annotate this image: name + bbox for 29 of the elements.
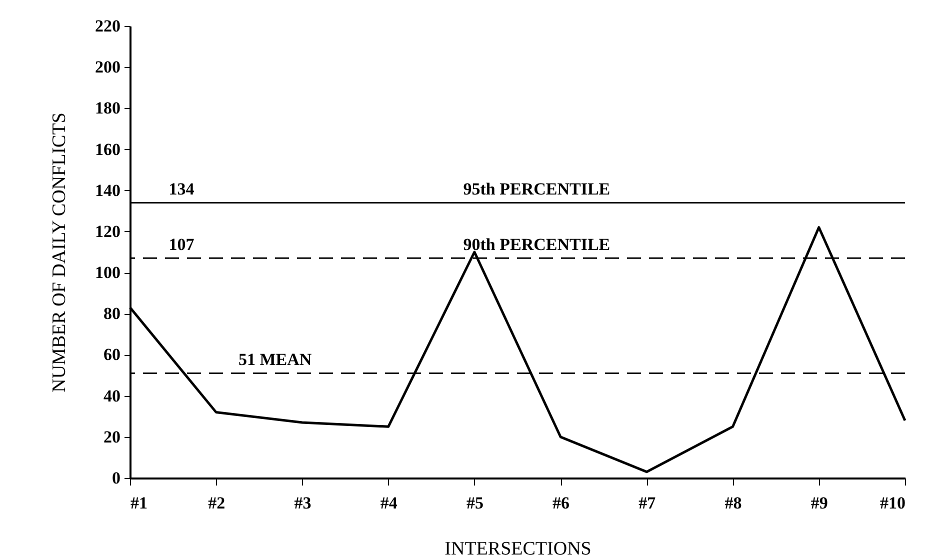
y-tick-label: 20 xyxy=(104,427,120,446)
y-tick-label: 160 xyxy=(95,140,120,159)
x-axis-title: INTERSECTIONS xyxy=(444,538,592,560)
x-tick-label: #1 xyxy=(130,494,148,512)
ref-line-label: 95th PERCENTILE xyxy=(463,180,610,199)
y-tick-label: 60 xyxy=(104,345,120,364)
x-tick-label: #5 xyxy=(466,494,484,512)
x-tick-label: #3 xyxy=(294,494,312,512)
annotation: 107 xyxy=(168,235,195,254)
x-tick-label: #4 xyxy=(380,494,398,512)
ref-line-label: 90th PERCENTILE xyxy=(463,235,610,254)
y-tick-label: 180 xyxy=(95,98,120,118)
x-tick-label: #8 xyxy=(724,494,742,512)
x-tick-label: #10 xyxy=(880,494,906,512)
annotation: 134 xyxy=(168,180,195,199)
y-axis-title: NUMBER OF DAILY CONFLICTS xyxy=(49,112,70,392)
y-tick-label: 0 xyxy=(112,468,120,488)
y-tick-label: 120 xyxy=(95,222,120,241)
x-tick-label: #6 xyxy=(552,494,570,512)
y-tick-label: 80 xyxy=(104,304,120,324)
y-tick-label: 220 xyxy=(95,16,120,36)
x-tick-label: #7 xyxy=(638,494,656,512)
ref-line-label: 51 MEAN xyxy=(238,350,312,370)
y-tick-label: 200 xyxy=(95,58,120,77)
x-tick-label: #9 xyxy=(810,494,828,512)
y-tick-label: 100 xyxy=(95,263,120,282)
y-tick-label: 40 xyxy=(104,386,120,406)
y-tick-label: 140 xyxy=(95,180,120,200)
x-tick-label: #2 xyxy=(208,494,226,512)
